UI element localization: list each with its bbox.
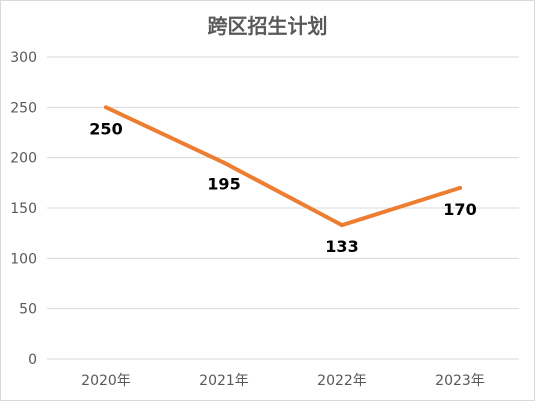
data-point [104,105,108,110]
y-tick-label: 100 [10,251,37,267]
y-tick-label: 150 [10,201,37,217]
x-axis-tick-labels: 2020年 2021年 2022年 2023年 [81,373,485,389]
y-tick-label: 50 [19,302,37,318]
y-axis-tick-labels: 0 50 100 150 200 250 300 [10,50,37,368]
data-label: 133 [325,237,358,256]
data-point [222,160,226,165]
y-tick-label: 0 [28,352,37,368]
data-labels: 250 195 133 170 [89,119,476,256]
data-label: 170 [443,200,476,219]
x-tick-label: 2023年 [435,373,485,389]
data-point [340,223,344,228]
chart-title: 跨区招生计划 [207,14,328,38]
y-tick-label: 200 [10,151,37,167]
data-label: 195 [207,175,240,194]
series-layer [104,105,462,228]
gridlines [47,56,519,360]
x-tick-label: 2020年 [81,373,131,389]
x-tick-label: 2021年 [199,373,249,389]
x-tick-label: 2022年 [317,373,367,389]
data-label: 250 [89,119,122,138]
y-tick-label: 250 [10,100,37,116]
series-line-0 [104,105,462,228]
y-tick-label: 300 [10,50,37,66]
data-point [458,185,462,190]
